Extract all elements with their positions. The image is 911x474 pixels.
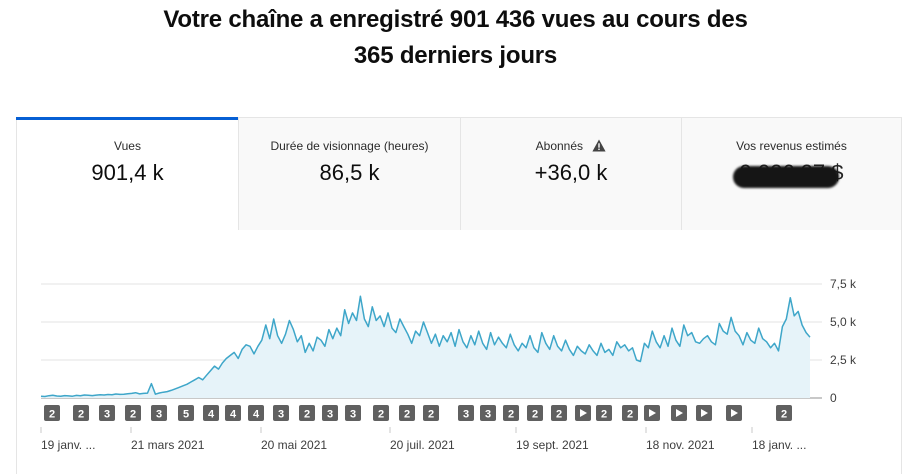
tab-views-value: 901,4 k xyxy=(91,160,164,185)
badge-count: 2 xyxy=(428,409,434,421)
badge-count: 3 xyxy=(350,409,356,421)
y-tick-label: 0 xyxy=(830,391,837,405)
tab-watch-time[interactable]: Durée de visionnage (heures) 86,5 k xyxy=(238,118,460,230)
annotation-badge xyxy=(99,405,115,421)
badge-count: 3 xyxy=(463,409,469,421)
play-icon xyxy=(580,409,587,417)
tab-revenue-label: Vos revenus estimés xyxy=(736,139,847,153)
annotation-badge xyxy=(527,405,543,421)
tab-watch-time-label: Durée de visionnage (heures) xyxy=(270,139,429,153)
badge-count: 4 xyxy=(230,409,237,421)
play-icon xyxy=(649,409,656,417)
badge-count: 2 xyxy=(78,409,84,421)
annotation-badge xyxy=(299,405,315,421)
page-headline: Votre chaîne a enregistré 901 436 vues a… xyxy=(0,2,911,74)
annotation-badge xyxy=(225,405,241,421)
play-icon xyxy=(731,409,738,417)
badge-count: 5 xyxy=(183,409,189,421)
annotation-badge xyxy=(73,405,89,421)
tab-subscribers[interactable]: Abonnés +36,0 k xyxy=(460,118,681,230)
badge-count: 2 xyxy=(378,409,384,421)
views-area-fill xyxy=(41,296,810,398)
badge-count: 4 xyxy=(208,409,215,421)
annotation-badge xyxy=(480,405,496,421)
annotation-badge xyxy=(373,405,389,421)
y-tick-label: 5,0 k xyxy=(830,315,857,329)
badge-count: 2 xyxy=(532,409,538,421)
badge-count: 4 xyxy=(253,409,260,421)
annotation-badge xyxy=(203,405,219,421)
annotation-badge xyxy=(399,405,415,421)
annotation-badge xyxy=(596,405,612,421)
annotation-badge xyxy=(151,405,167,421)
x-tick-label: 20 mai 2021 xyxy=(261,438,327,452)
annotation-badge xyxy=(248,405,264,421)
annotation-badge xyxy=(622,405,638,421)
play-icon xyxy=(676,409,683,417)
badge-count: 2 xyxy=(49,409,55,421)
annotation-badge xyxy=(44,405,60,421)
badge-count: 2 xyxy=(781,409,787,421)
tab-watch-time-value: 86,5 k xyxy=(319,160,380,185)
annotation-badge xyxy=(273,405,289,421)
annotation-badge xyxy=(458,405,474,421)
annotation-badge xyxy=(423,405,439,421)
tab-subscribers-header: Abonnés xyxy=(461,139,681,153)
views-series-line xyxy=(40,295,811,398)
y-tick-label: 7,5 k xyxy=(830,277,857,291)
warning-triangle-icon[interactable] xyxy=(592,139,606,152)
badge-count: 3 xyxy=(327,409,333,421)
badge-count: 2 xyxy=(404,409,410,421)
analytics-card: Vues 901,4 k Durée de visionnage (heures… xyxy=(16,117,902,474)
badge-count: 3 xyxy=(485,409,491,421)
x-tick-label: 20 juil. 2021 xyxy=(390,438,455,452)
x-tick-label: 21 mars 2021 xyxy=(131,438,205,452)
annotation-badge xyxy=(776,405,792,421)
badge-count: 3 xyxy=(278,409,284,421)
annotation-badge xyxy=(322,405,338,421)
headline-line-1: Votre chaîne a enregistré 901 436 vues a… xyxy=(163,6,748,33)
annotation-badge xyxy=(503,405,519,421)
x-tick-label: 18 janv. ... xyxy=(752,438,806,452)
y-tick-label: 2,5 k xyxy=(830,353,857,367)
badge-count: 2 xyxy=(130,409,136,421)
play-icon xyxy=(701,409,708,417)
badge-count: 2 xyxy=(601,409,607,421)
badge-count: 2 xyxy=(627,409,633,421)
badge-count: 3 xyxy=(104,409,110,421)
badge-count: 3 xyxy=(156,409,162,421)
headline-line-2: 365 derniers jours xyxy=(353,42,558,69)
annotation-badge xyxy=(551,405,567,421)
annotation-badge xyxy=(345,405,361,421)
x-tick-label: 19 sept. 2021 xyxy=(516,438,589,452)
tab-views-label: Vues xyxy=(114,139,141,153)
annotation-badge xyxy=(178,405,194,421)
redaction-scribble xyxy=(733,166,839,188)
annotation-badge xyxy=(125,405,141,421)
metric-tabs: Vues 901,4 k Durée de visionnage (heures… xyxy=(16,117,901,230)
badge-count: 2 xyxy=(304,409,310,421)
tab-subscribers-label: Abonnés xyxy=(535,139,584,153)
x-tick-label: 18 nov. 2021 xyxy=(646,438,715,452)
x-tick-label: 19 janv. ... xyxy=(41,438,95,452)
badge-count: 2 xyxy=(556,409,562,421)
tab-views[interactable]: Vues 901,4 k xyxy=(16,117,238,230)
badge-count: 2 xyxy=(508,409,514,421)
tab-subscribers-value: +36,0 k xyxy=(534,160,608,185)
